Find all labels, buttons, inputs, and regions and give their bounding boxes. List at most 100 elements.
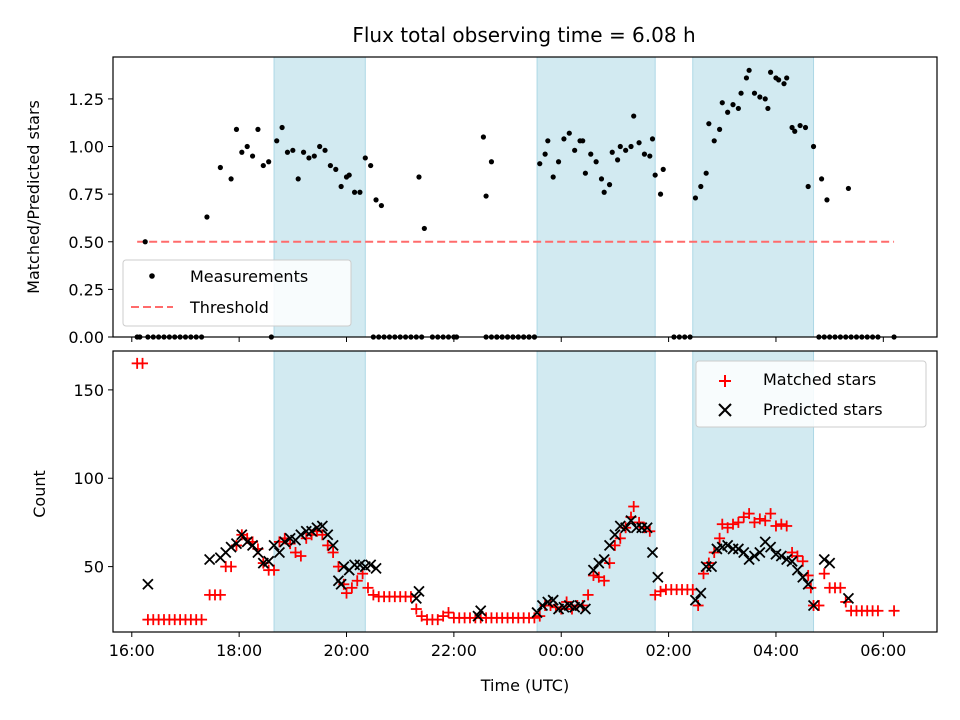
measurement-point	[295, 176, 301, 182]
measurement-point	[550, 174, 556, 180]
matched-stars-points	[131, 357, 900, 626]
measurement-point	[542, 151, 548, 157]
top-axes-frame	[112, 56, 938, 338]
top-y-tick-label: 0.25	[68, 280, 104, 299]
measurement-point	[762, 96, 768, 102]
bottom-x-tick-label: 02:00	[646, 641, 692, 660]
measurement-point	[322, 147, 328, 153]
predicted-star-point	[743, 553, 755, 566]
measurement-point	[284, 149, 291, 155]
top-shaded-intervals	[273, 56, 815, 338]
predicted-star-point	[786, 555, 798, 567]
predicted-star-point	[764, 541, 777, 553]
matched-star-point	[759, 515, 771, 527]
predicted-star-point	[531, 606, 543, 619]
bottom-y-tick-label: 150	[73, 381, 104, 400]
predicted-star-point	[536, 599, 549, 612]
matched-star-point	[316, 529, 328, 541]
predicted-star-point	[620, 522, 632, 534]
predicted-star-point	[748, 550, 761, 562]
matched-star-point	[346, 582, 358, 594]
matched-star-point	[137, 357, 149, 369]
matched-star-point	[598, 575, 610, 587]
predicted-star-point	[413, 585, 425, 597]
measurement-point	[368, 162, 374, 169]
matched-star-point	[604, 557, 616, 569]
measurement-point	[776, 77, 782, 83]
measurement-point	[317, 143, 323, 150]
matched-star-point	[781, 520, 793, 532]
bottom-legend-box	[695, 360, 927, 428]
predicted-star-point	[636, 522, 648, 534]
predicted-star-point	[641, 522, 653, 534]
measurement-point	[725, 109, 731, 115]
measurement-point	[572, 147, 578, 153]
predicted-star-point	[203, 553, 216, 566]
predicted-star-point	[338, 560, 350, 573]
bottom-x-tick-label: 04:00	[753, 641, 799, 660]
measurement-point	[751, 90, 758, 96]
measurement-point	[416, 174, 422, 180]
measurement-point	[609, 149, 615, 155]
predicted-legend-label: Predicted stars	[763, 400, 883, 419]
measurement-point	[306, 155, 312, 161]
measurement-point	[660, 166, 666, 172]
predicted-star-point	[263, 555, 275, 567]
predicted-star-point	[252, 546, 264, 559]
matched-star-point	[582, 589, 594, 601]
measurement-point	[606, 182, 613, 188]
measurement-point	[580, 138, 586, 144]
measurement-point	[290, 147, 296, 153]
measurement-point	[719, 100, 725, 106]
measurement-point	[228, 176, 234, 182]
predicted-star-point	[587, 564, 600, 576]
matched-star-point	[609, 539, 621, 551]
predicted-star-point	[700, 560, 712, 573]
matched-star-point	[367, 589, 379, 601]
measurement-point	[757, 94, 763, 100]
measurement-point	[781, 81, 787, 87]
measurement-point	[204, 214, 210, 220]
matched-star-point	[351, 575, 363, 587]
measurement-point	[483, 193, 489, 199]
measurement-point	[767, 69, 774, 75]
measurement-point	[357, 189, 363, 195]
measurement-point	[373, 197, 379, 203]
measurement-point	[588, 151, 594, 157]
predicted-star-point	[322, 529, 334, 541]
measurement-point	[545, 138, 551, 144]
predicted-star-point	[797, 571, 809, 583]
measurement-point	[703, 170, 709, 176]
top-legend: Measurements Threshold	[122, 259, 352, 327]
measurement-point	[378, 202, 385, 209]
measurement-point	[537, 161, 543, 167]
measurement-point	[631, 113, 637, 119]
top-x-ticks	[131, 337, 884, 342]
measurement-point	[623, 147, 629, 153]
matched-star-point	[410, 603, 422, 615]
top-shaded-interval	[536, 56, 656, 338]
predicted-legend-marker	[718, 403, 732, 417]
matched-star-point	[872, 605, 884, 617]
measurement-point	[561, 136, 567, 142]
predicted-star-point	[689, 594, 702, 606]
matched-star-point	[214, 589, 226, 601]
predicted-star-point	[547, 594, 559, 606]
measurement-point	[765, 105, 771, 112]
predicted-star-point	[142, 578, 154, 590]
top-legend-box	[122, 259, 352, 327]
measurement-point	[300, 149, 307, 155]
predicted-star-point	[365, 559, 377, 571]
predicted-star-point	[279, 536, 291, 548]
bottom-axes-frame	[112, 350, 938, 633]
measurement-point	[566, 130, 572, 136]
predicted-star-point	[316, 520, 328, 532]
measurement-point	[217, 164, 223, 171]
predicted-star-point	[738, 546, 750, 559]
measurement-point	[805, 183, 811, 190]
matched-star-point	[770, 520, 782, 532]
predicted-star-point	[625, 515, 637, 527]
measurement-point	[233, 126, 240, 132]
measurement-point	[628, 143, 634, 150]
predicted-stars-points	[142, 515, 855, 622]
